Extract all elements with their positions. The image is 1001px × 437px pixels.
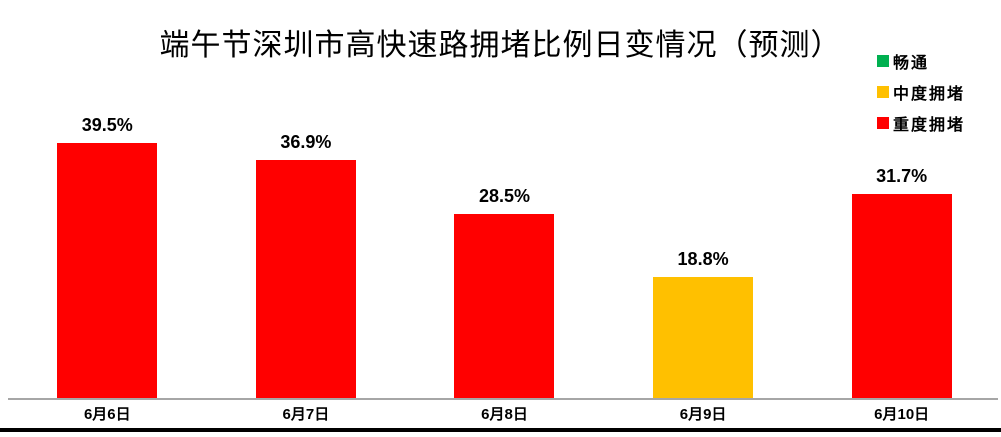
bar-value-label: 36.9% — [280, 132, 332, 152]
plot-area: 39.5% 36.9% 28.5% 18.8% 31.7% — [8, 100, 1001, 398]
legend-label: 中度拥堵 — [893, 86, 966, 103]
bar — [454, 214, 555, 398]
bar — [255, 160, 356, 398]
bar-value-label: 31.7% — [876, 166, 928, 186]
bottom-border — [0, 428, 1001, 432]
legend-swatch-icon — [877, 55, 889, 67]
x-axis-labels: 6月6日 6月7日 6月8日 6月9日 6月10日 — [8, 403, 1001, 424]
bar-slot: 18.8% — [604, 100, 803, 398]
x-axis-tick-label: 6月10日 — [874, 406, 930, 423]
bar-slot: 39.5% — [8, 100, 207, 398]
legend-label: 重度拥堵 — [893, 117, 966, 134]
legend-swatch-icon — [877, 86, 889, 98]
legend: 畅通中度拥堵重度拥堵 — [877, 52, 965, 145]
legend-swatch-icon — [877, 117, 889, 129]
bar-value-label: 18.8% — [677, 249, 729, 269]
bar-value-label: 39.5% — [81, 115, 133, 135]
x-axis-line — [8, 398, 998, 400]
bar-value-label: 28.5% — [478, 186, 530, 206]
x-axis-tick-label: 6月9日 — [679, 406, 727, 423]
bar-slot: 28.5% — [405, 100, 604, 398]
chart-title: 端午节深圳市高快速路拥堵比例日变情况（预测） — [159, 28, 842, 63]
bar-slot: 36.9% — [207, 100, 406, 398]
bar — [57, 143, 158, 398]
legend-item: 畅通 — [877, 52, 965, 72]
x-axis-tick-label: 6月8日 — [481, 406, 528, 423]
legend-item: 重度拥堵 — [877, 114, 966, 134]
x-axis-tick-label: 6月7日 — [282, 406, 330, 423]
bar-slot: 31.7% — [802, 100, 1001, 398]
bar — [851, 194, 952, 398]
legend-label: 畅通 — [893, 55, 930, 72]
bar — [653, 277, 754, 398]
x-axis-tick-label: 6月6日 — [83, 406, 131, 423]
legend-item: 中度拥堵 — [877, 83, 966, 103]
